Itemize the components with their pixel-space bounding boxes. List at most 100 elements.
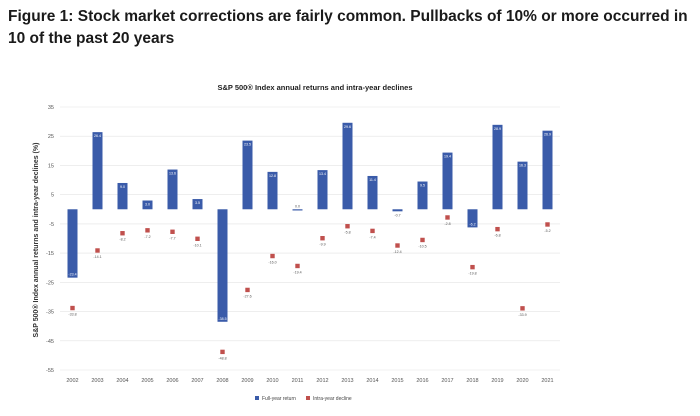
- bar-full-year-return: [393, 209, 403, 211]
- bar-data-label: 12.8: [269, 174, 276, 178]
- y-tick-label: 35: [48, 105, 54, 111]
- bar-data-label: -38.5: [218, 317, 226, 321]
- y-tick-label: 15: [48, 163, 54, 169]
- bar-full-year-return: [68, 209, 78, 277]
- legend: Full-year return Intra-year decline: [255, 396, 352, 402]
- legend-swatch-intra-year: [306, 396, 310, 400]
- x-tick-label: 2021: [541, 378, 553, 384]
- x-tick-label: 2009: [241, 378, 253, 384]
- marker-intra-year-decline: [545, 222, 549, 226]
- marker-data-label: -9.9: [319, 243, 325, 247]
- bar-data-label: 26.4: [94, 134, 101, 138]
- y-ticks: 3525155-5-15-25-35-45-55: [46, 105, 54, 374]
- legend-label-full-year: Full-year return: [262, 396, 296, 402]
- x-tick-label: 2011: [292, 378, 304, 384]
- bar-full-year-return: [518, 162, 528, 210]
- marker-data-label: -19.8: [468, 272, 476, 276]
- marker-intra-year-decline: [470, 265, 474, 269]
- x-ticks: 2002 2003 2004 2005 2006 2007 2008 2009 2010 2011…: [66, 378, 553, 384]
- bar-full-year-return: [343, 123, 353, 209]
- marker-intra-year-decline: [495, 227, 499, 231]
- y-tick-label: -35: [46, 310, 54, 316]
- x-tick-label: 2016: [416, 378, 428, 384]
- x-tick-label: 2019: [491, 378, 503, 384]
- bar-full-year-return: [493, 125, 503, 209]
- marker-data-label: -10.5: [418, 244, 426, 248]
- marker-intra-year-decline: [420, 238, 424, 242]
- marker-data-label: -7.2: [144, 235, 150, 239]
- y-tick-label: -45: [46, 339, 54, 345]
- marker-data-label: -5.8: [344, 231, 350, 235]
- bar-full-year-return: [443, 153, 453, 210]
- bar-data-label: 3.5: [195, 201, 200, 205]
- x-tick-label: 2015: [391, 378, 403, 384]
- x-tick-label: 2018: [466, 378, 478, 384]
- x-tick-label: 2003: [91, 378, 103, 384]
- x-tick-label: 2002: [66, 378, 78, 384]
- bar-full-year-return: [293, 209, 303, 210]
- chart-title: S&P 500® Index annual returns and intra-…: [217, 83, 412, 92]
- marker-intra-year-decline: [295, 264, 299, 268]
- bar-full-year-return: [218, 209, 228, 322]
- marker-data-label: -6.8: [494, 234, 500, 238]
- bar-full-year-return: [93, 132, 103, 209]
- x-tick-label: 2006: [166, 378, 178, 384]
- chart: S&P 500® Index annual returns and intra-…: [0, 0, 700, 416]
- marker-data-label: -19.4: [293, 270, 301, 274]
- x-tick-label: 2005: [141, 378, 153, 384]
- marker-data-label: -33.9: [518, 313, 526, 317]
- marker-intra-year-decline: [445, 215, 449, 219]
- marker-intra-year-decline: [270, 254, 274, 258]
- x-tick-label: 2014: [366, 378, 378, 384]
- x-tick-label: 2013: [341, 378, 353, 384]
- marker-data-label: -14.1: [93, 255, 101, 259]
- marker-intra-year-decline: [345, 224, 349, 228]
- bar-full-year-return: [243, 141, 253, 210]
- bar-data-label: -23.4: [68, 273, 76, 277]
- bar-data-label: 3.0: [145, 203, 150, 207]
- marker-intra-year-decline: [220, 350, 224, 354]
- y-tick-label: -25: [46, 280, 54, 286]
- bar-data-label: -6.2: [469, 222, 475, 226]
- marker-intra-year-decline: [370, 229, 374, 233]
- marker-data-label: -7.4: [369, 235, 375, 239]
- x-tick-label: 2004: [116, 378, 128, 384]
- marker-data-label: -10.1: [193, 243, 201, 247]
- marker-intra-year-decline: [170, 230, 174, 234]
- legend-swatch-full-year: [255, 396, 259, 400]
- marker-intra-year-decline: [245, 288, 249, 292]
- bars: -23.4 26.4 9.0 3.0 13.6 3.5 -38.5 23.5 12.8 0.0 13…: [68, 123, 553, 322]
- bar-data-label: 13.4: [319, 172, 326, 176]
- bar-full-year-return: [543, 131, 553, 210]
- bar-data-label: 23.5: [244, 143, 251, 147]
- x-tick-label: 2012: [316, 378, 328, 384]
- bar-data-label: 28.9: [494, 127, 501, 131]
- marker-data-label: -8.2: [119, 238, 125, 242]
- marker-data-label: -2.8: [444, 222, 450, 226]
- marker-intra-year-decline: [520, 306, 524, 310]
- marker-intra-year-decline: [195, 237, 199, 241]
- marker-intra-year-decline: [145, 228, 149, 232]
- marker-data-label: -16.0: [268, 261, 276, 265]
- x-tick-label: 2008: [216, 378, 228, 384]
- marker-data-label: -33.8: [68, 313, 76, 317]
- marker-intra-year-decline: [120, 231, 124, 235]
- bar-data-label: 13.6: [169, 172, 176, 176]
- bar-data-label: 0.0: [295, 204, 300, 208]
- decline-markers: -33.8 -14.1 -8.2 -7.2 -7.7 -10.1 -48.8 -27.6 -16…: [68, 215, 550, 360]
- x-tick-label: 2007: [191, 378, 203, 384]
- y-tick-label: -15: [46, 251, 54, 257]
- bar-data-label: 26.9: [544, 133, 551, 137]
- marker-data-label: -7.7: [169, 236, 175, 240]
- legend-label-intra-year: Intra-year decline: [313, 396, 352, 402]
- marker-intra-year-decline: [70, 306, 74, 310]
- x-tick-label: 2010: [266, 378, 278, 384]
- marker-intra-year-decline: [95, 248, 99, 252]
- bar-data-label: -0.7: [394, 213, 400, 217]
- bar-data-label: 19.4: [444, 155, 451, 159]
- bar-data-label: 11.4: [369, 178, 376, 182]
- y-tick-label: 25: [48, 134, 54, 140]
- y-tick-label: -5: [49, 222, 54, 228]
- x-tick-label: 2020: [516, 378, 528, 384]
- marker-data-label: -48.8: [218, 356, 226, 360]
